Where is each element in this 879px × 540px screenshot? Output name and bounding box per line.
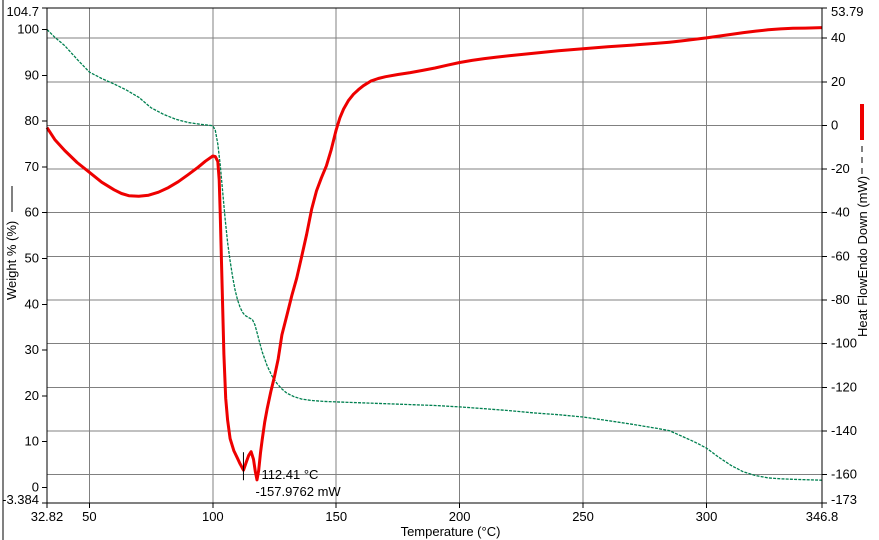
y-left-tick-label: 20 bbox=[25, 388, 39, 403]
y-left-tick-label: 104.7 bbox=[6, 4, 39, 19]
plot-border bbox=[46, 7, 823, 504]
heatflow-curve bbox=[45, 26, 823, 482]
left-axis-legend: Weight % (%) bbox=[4, 186, 19, 300]
x-tick-label: 50 bbox=[82, 509, 96, 524]
x-tick-label: 346.8 bbox=[806, 509, 839, 524]
right-axis-legend: Heat FlowEndo Down (mW) bbox=[855, 104, 870, 337]
gridlines bbox=[47, 8, 822, 503]
y-right-tick-label: -140 bbox=[831, 423, 857, 438]
y-right-tick-label: -120 bbox=[831, 379, 857, 394]
x-tick-label: 150 bbox=[325, 509, 347, 524]
y-right-tick-label: 40 bbox=[831, 30, 845, 45]
y-right-tick-label: -80 bbox=[831, 292, 850, 307]
y-right-tick-label: 53.79 bbox=[831, 4, 864, 19]
y-left-tick-label: -3.384 bbox=[2, 492, 39, 507]
y-left-tick-label: 50 bbox=[25, 251, 39, 266]
y-right-tick-label: -40 bbox=[831, 205, 850, 220]
x-axis-title: Temperature (°C) bbox=[401, 524, 501, 539]
y-left-tick-label: 90 bbox=[25, 67, 39, 82]
peak-annotation: 112.41 °C -157.9762 mW bbox=[242, 452, 341, 499]
y-right-axis: 53.79 40 20 0 -20 -40 -60 -80 -100 -120 -140 -160 -1… bbox=[822, 4, 864, 507]
weight-curve bbox=[46, 29, 823, 481]
plot-box bbox=[46, 7, 823, 504]
y-left-tick-label: 40 bbox=[25, 296, 39, 311]
y-right-tick-label: 0 bbox=[831, 117, 838, 132]
x-tick-label: 200 bbox=[449, 509, 471, 524]
x-axis: 32.82 50 100 150 200 250 300 346.8 Temperature (… bbox=[31, 503, 839, 539]
y-right-tick-label: -100 bbox=[831, 336, 857, 351]
y-right-tick-label: -60 bbox=[831, 248, 850, 263]
y-left-tick-label: 100 bbox=[17, 22, 39, 37]
y-right-tick-label: -160 bbox=[831, 467, 857, 482]
peak-value-label: -157.9762 mW bbox=[255, 484, 341, 499]
x-tick-label: 32.82 bbox=[31, 509, 64, 524]
y-right-tick-label: -20 bbox=[831, 161, 850, 176]
x-tick-label: 250 bbox=[572, 509, 594, 524]
y-right-axis-title: Heat FlowEndo Down (mW) bbox=[855, 176, 870, 337]
y-left-tick-label: 10 bbox=[25, 434, 39, 449]
x-tick-label: 100 bbox=[202, 509, 224, 524]
y-left-axis-title: Weight % (%) bbox=[4, 221, 19, 300]
y-left-tick-label: 60 bbox=[25, 205, 39, 220]
peak-temp-label: 112.41 °C bbox=[261, 467, 318, 482]
y-right-tick-label: 20 bbox=[831, 74, 845, 89]
y-left-tick-label: 0 bbox=[32, 480, 39, 495]
x-tick-label: 300 bbox=[696, 509, 718, 524]
y-left-tick-label: 80 bbox=[25, 113, 39, 128]
y-left-tick-label: 30 bbox=[25, 342, 39, 357]
y-right-tick-label: -173 bbox=[831, 492, 857, 507]
y-left-tick-label: 70 bbox=[25, 159, 39, 174]
